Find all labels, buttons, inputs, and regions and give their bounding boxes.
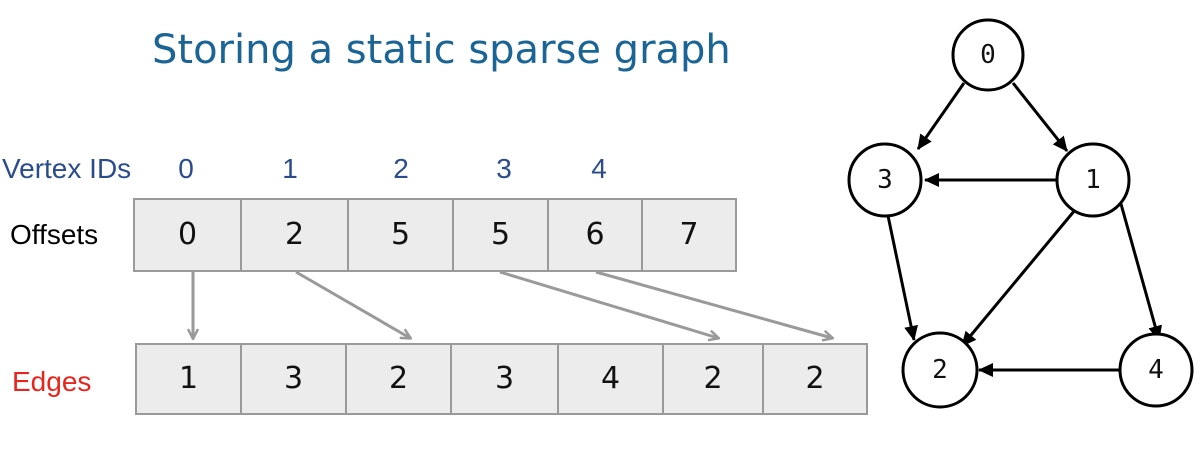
- vertex-ids-label: Vertex IDs: [2, 153, 132, 184]
- offset-cell: 5: [452, 198, 549, 272]
- offsets-label: Offsets: [10, 219, 99, 250]
- vertex-id: 1: [282, 153, 298, 184]
- graph-node-label: 2: [932, 355, 948, 385]
- graph-edges: [885, 82, 1162, 377]
- edge-cell: 2: [345, 343, 452, 415]
- vertex-id: 4: [591, 153, 607, 184]
- edge-cell: 4: [557, 343, 664, 415]
- graph-edge: [916, 82, 966, 150]
- graph-node-label: 1: [1085, 165, 1101, 195]
- offset-cell: 0: [133, 198, 242, 272]
- graph-node-label: 4: [1148, 355, 1164, 385]
- page-title: Storing a static sparse graph: [152, 27, 731, 73]
- graph-edge: [1011, 82, 1069, 152]
- offset-cell: 5: [347, 198, 454, 272]
- edge-cell: 3: [450, 343, 559, 415]
- graph-node-label: 3: [877, 165, 893, 195]
- edge-cell: 2: [762, 343, 868, 415]
- graph-edge: [885, 210, 918, 341]
- vertex-id: 2: [393, 153, 409, 184]
- edges-label: Edges: [12, 366, 92, 397]
- graph-nodes: [847, 18, 1194, 409]
- offset-cell: 7: [641, 198, 737, 272]
- edge-cell: 2: [662, 343, 764, 415]
- pointer-arrow: [499, 270, 718, 338]
- offset-cell: 2: [240, 198, 349, 272]
- vertex-id: 3: [496, 153, 512, 184]
- pointer-arrow: [595, 270, 832, 338]
- graph-node-label: 0: [980, 40, 996, 70]
- pointer-arrow: [295, 270, 410, 338]
- graph-edge: [960, 209, 1077, 347]
- vertex-id: 0: [178, 153, 194, 184]
- graph-edge: [1119, 203, 1162, 341]
- edge-cell: 3: [240, 343, 347, 415]
- offset-pointer-arrows: [193, 270, 832, 338]
- edge-cell: 1: [135, 343, 242, 415]
- offset-cell: 6: [547, 198, 643, 272]
